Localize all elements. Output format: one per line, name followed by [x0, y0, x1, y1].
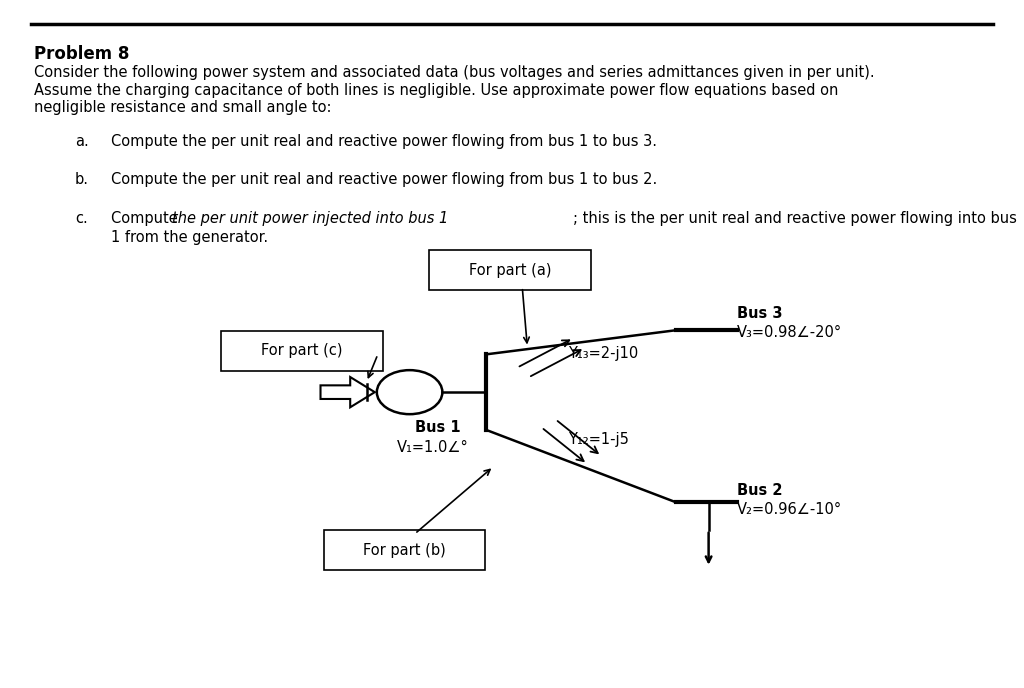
Text: Problem 8: Problem 8 [34, 45, 129, 63]
Text: For part (a): For part (a) [469, 263, 551, 278]
Text: Compute the per unit real and reactive power flowing from bus 1 to bus 3.: Compute the per unit real and reactive p… [111, 134, 656, 149]
Text: V₂=0.96∠-10°: V₂=0.96∠-10° [737, 502, 843, 517]
Text: Bus 3: Bus 3 [737, 306, 782, 321]
Text: Y₁₂=1-j5: Y₁₂=1-j5 [568, 432, 629, 447]
Text: ; this is the per unit real and reactive power flowing into bus: ; this is the per unit real and reactive… [573, 211, 1017, 226]
Text: a.: a. [75, 134, 88, 149]
Text: For part (b): For part (b) [364, 543, 445, 558]
Text: Bus 2: Bus 2 [737, 483, 782, 498]
Text: Compute: Compute [111, 211, 182, 226]
Text: negligible resistance and small angle to:: negligible resistance and small angle to… [34, 100, 332, 115]
Text: V₃=0.98∠-20°: V₃=0.98∠-20° [737, 325, 843, 340]
FancyBboxPatch shape [324, 530, 485, 570]
Text: For part (c): For part (c) [261, 343, 343, 358]
Text: V₁=1.0∠°: V₁=1.0∠° [397, 440, 469, 455]
FancyBboxPatch shape [221, 331, 383, 371]
Text: Consider the following power system and associated data (bus voltages and series: Consider the following power system and … [34, 65, 874, 80]
Text: Bus 1: Bus 1 [415, 420, 461, 435]
Text: the per unit power injected into bus 1: the per unit power injected into bus 1 [172, 211, 449, 226]
Text: 1 from the generator.: 1 from the generator. [111, 230, 267, 246]
Text: Assume the charging capacitance of both lines is negligible. Use approximate pow: Assume the charging capacitance of both … [34, 83, 839, 98]
Text: Compute the per unit real and reactive power flowing from bus 1 to bus 2.: Compute the per unit real and reactive p… [111, 172, 656, 187]
Text: Y₁₃=2-j10: Y₁₃=2-j10 [568, 346, 639, 361]
FancyBboxPatch shape [429, 250, 591, 290]
Text: b.: b. [75, 172, 89, 187]
Text: c.: c. [75, 211, 87, 226]
